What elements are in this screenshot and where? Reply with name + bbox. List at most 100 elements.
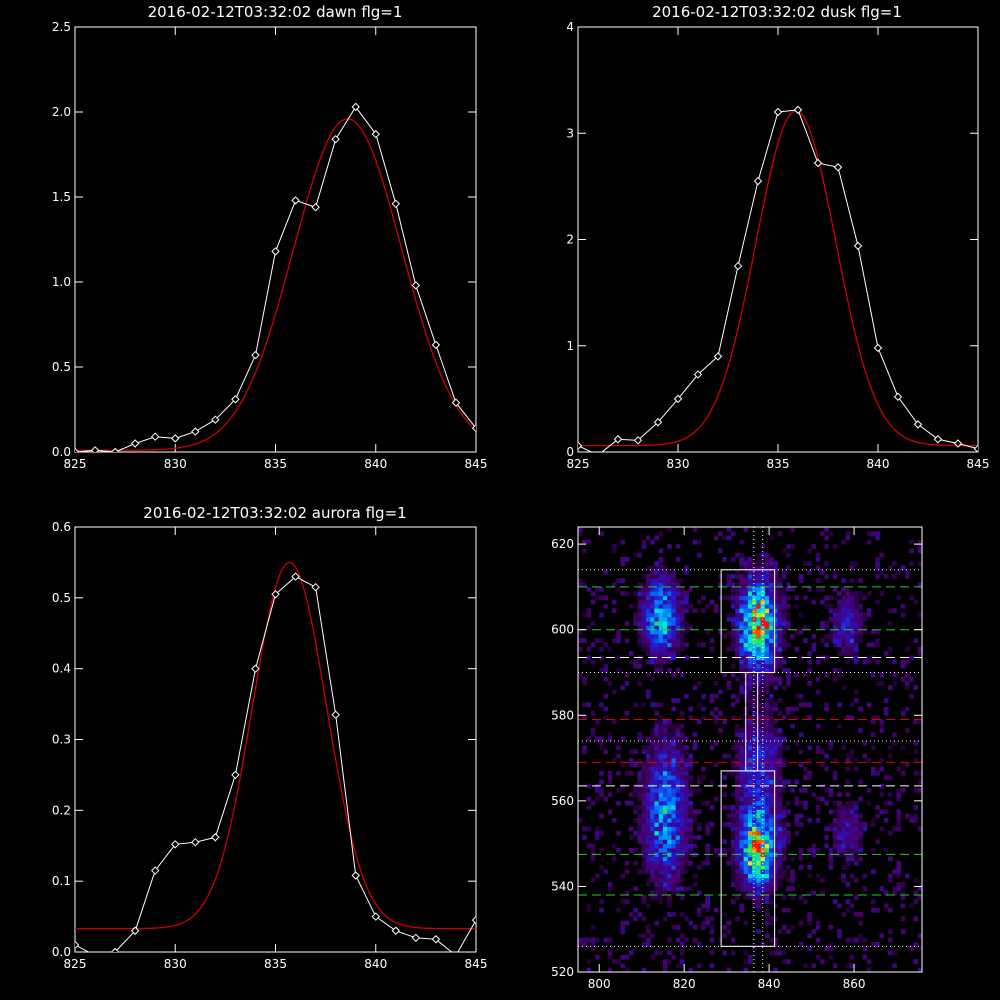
heatmap-cell (811, 890, 817, 896)
heatmap-cell (743, 574, 749, 579)
heatmap-cell (658, 783, 664, 789)
heatmap-cell (684, 608, 689, 613)
heatmap-cell (900, 890, 906, 896)
heatmap-cell (692, 882, 698, 887)
heatmap-cell (646, 813, 651, 819)
heatmap-cell (790, 869, 795, 874)
heatmap-cell (777, 813, 783, 819)
heatmap-cell (590, 946, 596, 951)
heatmap-cell (654, 826, 659, 832)
heatmap-cell (654, 753, 659, 759)
heatmap-cell (756, 625, 761, 631)
heatmap-cell (798, 865, 804, 870)
heatmap-cell (654, 758, 659, 763)
heatmap-cell (777, 625, 783, 631)
heatmap-cell (752, 839, 757, 845)
heatmap-cell (675, 544, 681, 549)
heatmap-cell (773, 659, 778, 665)
heatmap-cell (743, 663, 749, 669)
heatmap-cell (913, 719, 919, 725)
heatmap-cell (650, 873, 655, 879)
heatmap-cell (773, 916, 778, 922)
heatmap-cell (764, 659, 770, 665)
heatmap-cell (726, 770, 732, 776)
heatmap-cell (769, 869, 774, 874)
heatmap-cell (747, 715, 753, 720)
heatmap-cell (773, 775, 778, 780)
heatmap-cell (824, 706, 829, 712)
heatmap-cell (637, 616, 643, 622)
heatmap-cell (658, 818, 664, 823)
heatmap-cell (777, 758, 783, 763)
heatmap-cell (633, 659, 638, 665)
heatmap-cell (646, 882, 651, 887)
heatmap-cell (658, 813, 664, 819)
heatmap-cell (599, 907, 604, 913)
heatmap-cell (769, 642, 774, 648)
heatmap-cell (871, 629, 876, 635)
heatmap-cell (599, 740, 604, 746)
heatmap-cell (633, 663, 638, 669)
heatmap-cell (760, 775, 766, 780)
heatmap-cell (760, 818, 766, 823)
heatmap-cell (726, 629, 732, 635)
heatmap-cell (667, 586, 672, 592)
heatmap-cell (667, 612, 672, 618)
heatmap-cell (773, 561, 778, 566)
heatmap-cell (769, 625, 774, 631)
heatmap-cell (658, 719, 664, 725)
heatmap-cell (752, 574, 757, 579)
heatmap-cell (815, 565, 821, 571)
heatmap-cell (646, 672, 651, 678)
heatmap-cell (722, 753, 727, 759)
heatmap-cell (726, 929, 732, 934)
heatmap-cell (769, 920, 774, 926)
heatmap-cell (841, 873, 846, 879)
heatmap-cell (658, 715, 664, 720)
heatmap-cell (764, 805, 770, 810)
heatmap-cell (803, 775, 808, 780)
heatmap-cell (883, 711, 889, 716)
heatmap-cell (764, 758, 770, 763)
heatmap-cell (747, 681, 753, 686)
heatmap-cell (824, 788, 829, 793)
heatmap-cell (845, 847, 851, 853)
heatmap-cell (641, 646, 647, 652)
heatmap-cell (854, 689, 859, 695)
heatmap-cell (650, 634, 655, 639)
heatmap-cell (866, 591, 872, 596)
heatmap-cell (747, 805, 753, 810)
heatmap-cell (760, 770, 766, 776)
heatmap-cell (747, 629, 753, 635)
heatmap-cell (879, 728, 885, 733)
heatmap-cell (900, 676, 906, 682)
heatmap-cell (913, 599, 919, 605)
dawn-data-point (75, 447, 80, 452)
heatmap-cell (578, 527, 583, 532)
heatmap-cell (641, 574, 647, 579)
heatmap-cell (815, 723, 821, 729)
heatmap-cell (747, 612, 753, 618)
heatmap-cell (641, 869, 647, 874)
heatmap-cell (603, 715, 609, 720)
heatmap-cell (786, 621, 791, 626)
heatmap-cell (679, 805, 685, 810)
heatmap-cell (777, 843, 783, 849)
dusk-panel: 2016-02-12T03:32:02 dusk flg=1 825 830 835… (566, 3, 989, 471)
heatmap-cell (641, 779, 647, 785)
heatmap-cell (764, 586, 770, 592)
heatmap-cell (671, 839, 676, 845)
heatmap-cell (837, 642, 842, 648)
heatmap-cell (896, 818, 902, 823)
heatmap-cell (794, 595, 800, 601)
heatmap-cell (752, 890, 757, 896)
heatmap-cell (820, 959, 825, 964)
heatmap-cell (675, 937, 681, 943)
heatmap-cell (650, 728, 655, 733)
heatmap-cell (658, 578, 664, 583)
heatmap-cell (781, 595, 787, 601)
heatmap-cell (811, 634, 817, 639)
heatmap-cell (781, 745, 787, 750)
heatmap-cell (760, 604, 766, 609)
heatmap-cell (777, 736, 783, 742)
